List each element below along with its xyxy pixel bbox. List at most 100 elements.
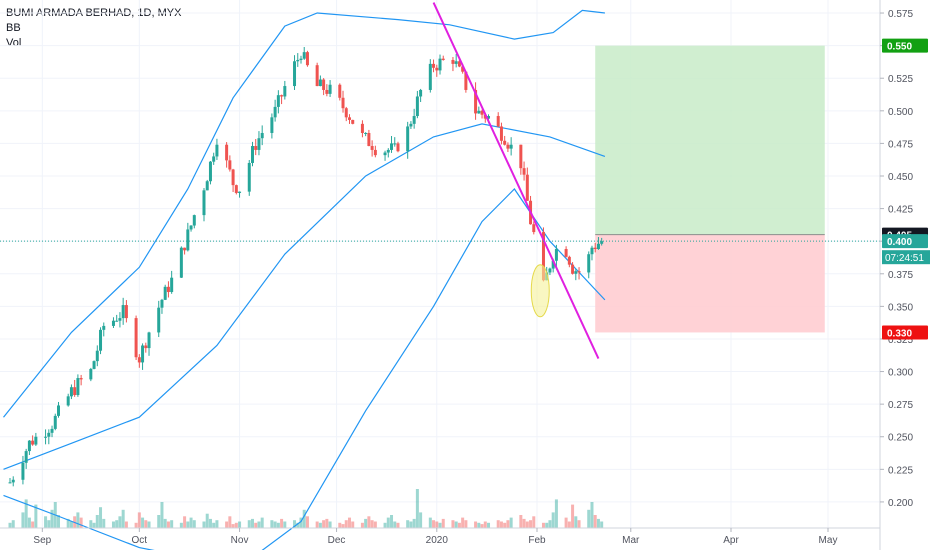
resistance-trendline[interactable] [432,2,600,359]
volume-bar [541,522,545,528]
candle-body [302,52,306,59]
volume-bar [600,521,604,528]
volume-bar [347,517,351,528]
volume-bar [27,517,31,528]
candle-body [280,95,284,97]
candle-body [367,132,371,147]
volume-bar [318,522,322,528]
trendline[interactable] [432,2,600,359]
candle-body [89,368,93,380]
price-tick-label: 0.300 [888,368,913,379]
volume-bar [396,522,400,528]
candle-body [124,305,128,319]
candle-body [79,378,83,380]
volume-bar [205,513,209,528]
candle-body [299,58,303,60]
volume-bar [370,520,374,528]
candle-body [270,117,274,133]
volume-bar [457,522,461,528]
stop-loss-zone[interactable] [595,234,825,333]
volume-bar [163,518,167,528]
volume-bar [360,522,364,528]
volume-bar [215,520,219,528]
volume-bar [406,520,410,528]
candle-body [596,243,600,250]
candle-body [328,84,332,94]
volume-bar [305,516,309,528]
volume-bar [102,518,106,528]
candle-body [69,387,73,397]
volume-bar [208,518,212,528]
volume-bar [228,516,232,528]
candle-body [144,345,148,349]
candle-body [215,144,219,157]
volume-bar [451,520,455,528]
profit-zone[interactable] [595,45,825,235]
time-tick-label: Oct [132,535,148,546]
candle-body [525,174,529,201]
volume-bar [99,507,103,528]
candle-body [360,123,364,133]
candle-body [73,387,77,396]
candle-body [121,305,125,319]
volume-bar [322,520,326,528]
volume-bar [548,520,552,528]
candle-body [179,247,183,278]
volume-bar [383,522,387,528]
candle-body [21,462,25,480]
candle-body [157,307,161,333]
volume-histogram [8,489,604,528]
candle-body [390,143,394,150]
candle-body [254,146,258,150]
volume-bar [302,509,306,528]
price-tick-label: 0.525 [888,74,913,85]
volume-bar [464,520,468,528]
candle-body [577,271,581,273]
price-tick-label: 0.250 [888,433,913,444]
candle-body [451,59,455,64]
candle-body [373,149,377,156]
volume-bar [115,520,119,528]
volume-bar [276,522,280,528]
candle-body [186,229,190,251]
volume-bar [137,512,141,528]
volume-bar [79,517,83,528]
time-tick-label: Dec [328,535,346,546]
volume-bar [351,521,355,528]
volume-bar [144,520,148,528]
volume-bar [525,521,529,528]
stop-price-label: 0.330 [887,328,912,339]
candle-body [432,63,436,68]
price-tick-label: 0.500 [888,107,913,118]
candle-body [273,106,277,118]
volume-bar [24,499,28,528]
indicator-bb-label[interactable]: BB [6,22,21,34]
candle-body [428,63,432,90]
target-price-label-bg [882,38,928,53]
volume-bar [283,521,287,528]
volume-bar [225,521,229,528]
volume-bar [338,522,342,528]
volume-bar [393,521,397,528]
candle-body [296,59,300,62]
candle-body [532,224,536,233]
long-position-zones[interactable] [595,45,825,333]
candle-body [464,71,468,90]
volume-bar [299,517,303,528]
bollinger-bands [3,9,606,550]
candle-body [344,108,348,118]
candle-body [137,357,141,363]
highlight-ellipse[interactable] [530,264,550,318]
candle-body [260,132,264,139]
candle-body [487,116,491,119]
stop-price-label-bg [882,325,928,340]
candle-body [509,144,513,149]
bb-upper-line [3,9,605,418]
candle-body [600,241,604,244]
candle-body [590,247,594,255]
volume-bar [390,515,394,528]
candle-body [147,332,151,349]
volume-bar [179,522,183,528]
volume-bar [260,517,264,528]
